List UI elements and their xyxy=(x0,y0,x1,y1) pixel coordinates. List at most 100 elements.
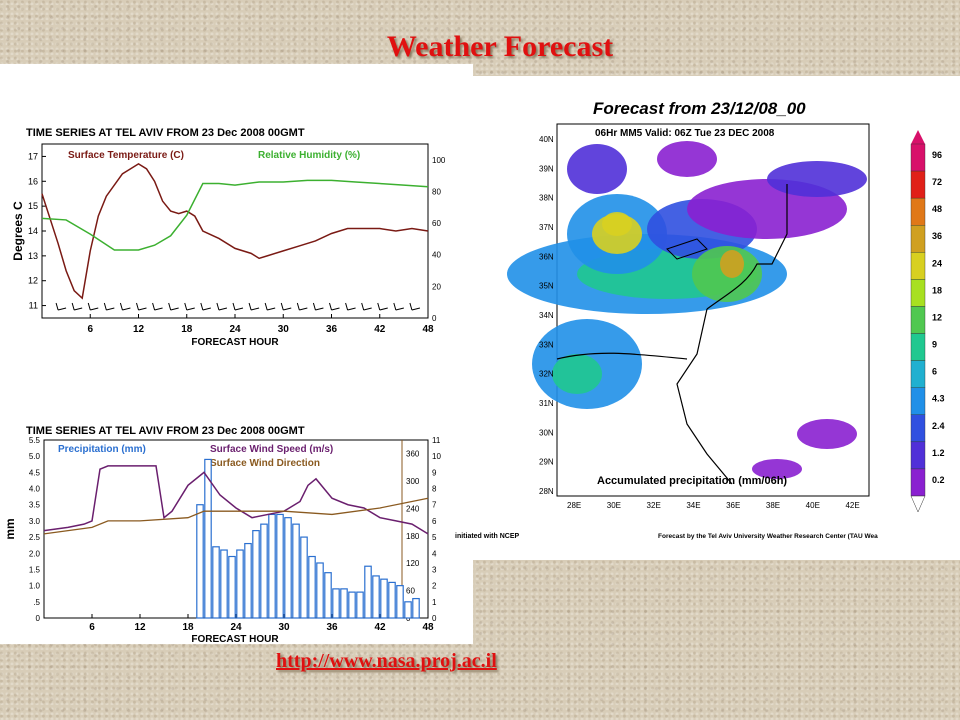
source-link[interactable]: http://www.nasa.proj.ac.il xyxy=(276,650,497,672)
wind-barb xyxy=(200,302,211,311)
legend-precipitation: Precipitation (mm) xyxy=(58,444,146,455)
colorbar-level-label: 0.2 xyxy=(932,475,945,485)
y2-tick-label: 80 xyxy=(432,187,441,196)
time-series-panel: TIME SERIES AT TEL AVIV FROM 23 Dec 2008… xyxy=(0,64,473,644)
y2-tick-label: 4 xyxy=(432,549,437,558)
precipitation-bar xyxy=(340,588,348,619)
map-y-tick-label: 35N xyxy=(539,282,554,291)
precipitation-bar xyxy=(236,549,244,619)
y-tick-label: 14 xyxy=(28,226,38,236)
footer-right: Forecast by the Tel Aviv University Weat… xyxy=(658,533,878,540)
y-tick-label: .5 xyxy=(33,598,40,607)
y3-tick-label: 180 xyxy=(406,532,420,541)
precipitation-area xyxy=(797,419,857,449)
precipitation-bar xyxy=(396,585,404,619)
y-axis-label: Degrees C xyxy=(11,201,25,261)
colorbar-level-label: 1.2 xyxy=(932,448,945,458)
y2-tick-label: 10 xyxy=(432,452,441,461)
legend-wind-speed: Surface Wind Speed (m/s) xyxy=(210,444,333,455)
y2-tick-label: 100 xyxy=(432,156,446,165)
precipitation-bar xyxy=(204,458,212,619)
x-tick-label: 42 xyxy=(374,324,386,335)
y-tick-label: 11 xyxy=(29,301,38,311)
x-tick-label: 36 xyxy=(326,622,338,633)
x-tick-label: 24 xyxy=(230,622,242,633)
colorbar-swatch xyxy=(910,225,926,253)
y-tick-label: 1.0 xyxy=(29,582,41,591)
x-tick-label: 24 xyxy=(229,324,241,335)
colorbar-swatch xyxy=(910,306,926,334)
wind-barb xyxy=(377,302,388,311)
y-tick-label: 0 xyxy=(36,614,41,623)
map-y-tick-label: 39N xyxy=(539,164,554,173)
precipitation-bar xyxy=(364,565,372,619)
colorbar-swatch xyxy=(910,387,926,415)
wind-barb xyxy=(87,302,99,311)
y-tick-label: 16 xyxy=(28,176,38,186)
colorbar-swatch xyxy=(910,333,926,361)
wind-direction-line xyxy=(43,497,429,535)
precipitation-area xyxy=(657,141,717,177)
colorbar-level-label: 9 xyxy=(932,340,937,350)
colorbar-level-label: 48 xyxy=(932,204,942,214)
precipitation-area xyxy=(602,212,632,236)
map-y-tick-label: 28N xyxy=(539,487,554,496)
colorbar-level-label: 18 xyxy=(932,285,942,295)
x-tick-label: 6 xyxy=(87,324,93,335)
map-y-tick-label: 34N xyxy=(539,311,554,320)
wind-barb xyxy=(168,302,179,311)
map-y-tick-label: 40N xyxy=(539,135,554,144)
y-tick-label: 4.5 xyxy=(29,468,41,477)
y2-tick-label: 2 xyxy=(432,582,437,591)
precipitation-map-panel: Forecast from 23/12/08_00 06Hr MM5 Valid:… xyxy=(453,76,960,560)
x-axis-label: FORECAST HOUR xyxy=(191,337,279,348)
map-x-tick-label: 30E xyxy=(607,501,621,510)
colorbar-level-label: 72 xyxy=(932,177,942,187)
map-y-tick-label: 32N xyxy=(539,370,554,379)
y2-tick-label: 6 xyxy=(432,517,437,526)
precipitation-area xyxy=(720,250,744,278)
map-x-tick-label: 38E xyxy=(766,501,780,510)
y2-tick-label: 8 xyxy=(432,485,437,494)
colorbar-level-label: 6 xyxy=(932,367,937,377)
colorbar-swatch xyxy=(910,360,926,388)
colorbar-swatch xyxy=(910,197,926,226)
x-tick-label: 12 xyxy=(133,324,145,335)
map-y-tick-label: 31N xyxy=(539,399,554,408)
map-y-tick-label: 30N xyxy=(539,428,554,437)
wind-barb xyxy=(312,302,324,311)
map-y-tick-label: 36N xyxy=(539,252,554,261)
precipitation-bar xyxy=(308,555,316,619)
wind-barb xyxy=(119,302,131,311)
wind-barb xyxy=(296,302,308,311)
wind-barb xyxy=(329,302,340,311)
plot-frame xyxy=(41,143,429,319)
legend-humidity: Relative Humidity (%) xyxy=(258,150,360,161)
wind-barb xyxy=(345,302,356,311)
wind-barb xyxy=(136,302,147,311)
precipitation-bar xyxy=(268,513,276,619)
map-x-tick-label: 32E xyxy=(647,501,661,510)
y2-tick-label: 9 xyxy=(432,468,437,477)
map-y-tick-label: 33N xyxy=(539,340,554,349)
y-tick-label: 17 xyxy=(28,151,38,161)
map-subtitle: 06Hr MM5 Valid: 06Z Tue 23 DEC 2008 xyxy=(595,128,775,139)
x-tick-label: 30 xyxy=(278,622,290,633)
colorbar-swatch xyxy=(910,143,926,172)
precipitation-bar xyxy=(284,517,292,619)
cyprus-outline xyxy=(666,238,708,260)
wind-barb xyxy=(393,302,404,311)
x-tick-label: 18 xyxy=(182,622,194,633)
y2-tick-label: 0 xyxy=(432,314,437,323)
precipitation-bar xyxy=(228,555,236,619)
x-tick-label: 42 xyxy=(374,622,386,633)
y2-tick-label: 0 xyxy=(432,614,437,623)
wind-barb xyxy=(184,302,195,311)
precipitation-bar xyxy=(260,523,268,619)
map-x-tick-label: 34E xyxy=(686,501,700,510)
footer-left: initiated with NCEP xyxy=(455,533,520,540)
x-tick-label: 6 xyxy=(89,622,95,633)
y-tick-label: 5.0 xyxy=(29,452,41,461)
colorbar-swatch xyxy=(910,468,926,497)
x-tick-label: 48 xyxy=(422,622,434,633)
